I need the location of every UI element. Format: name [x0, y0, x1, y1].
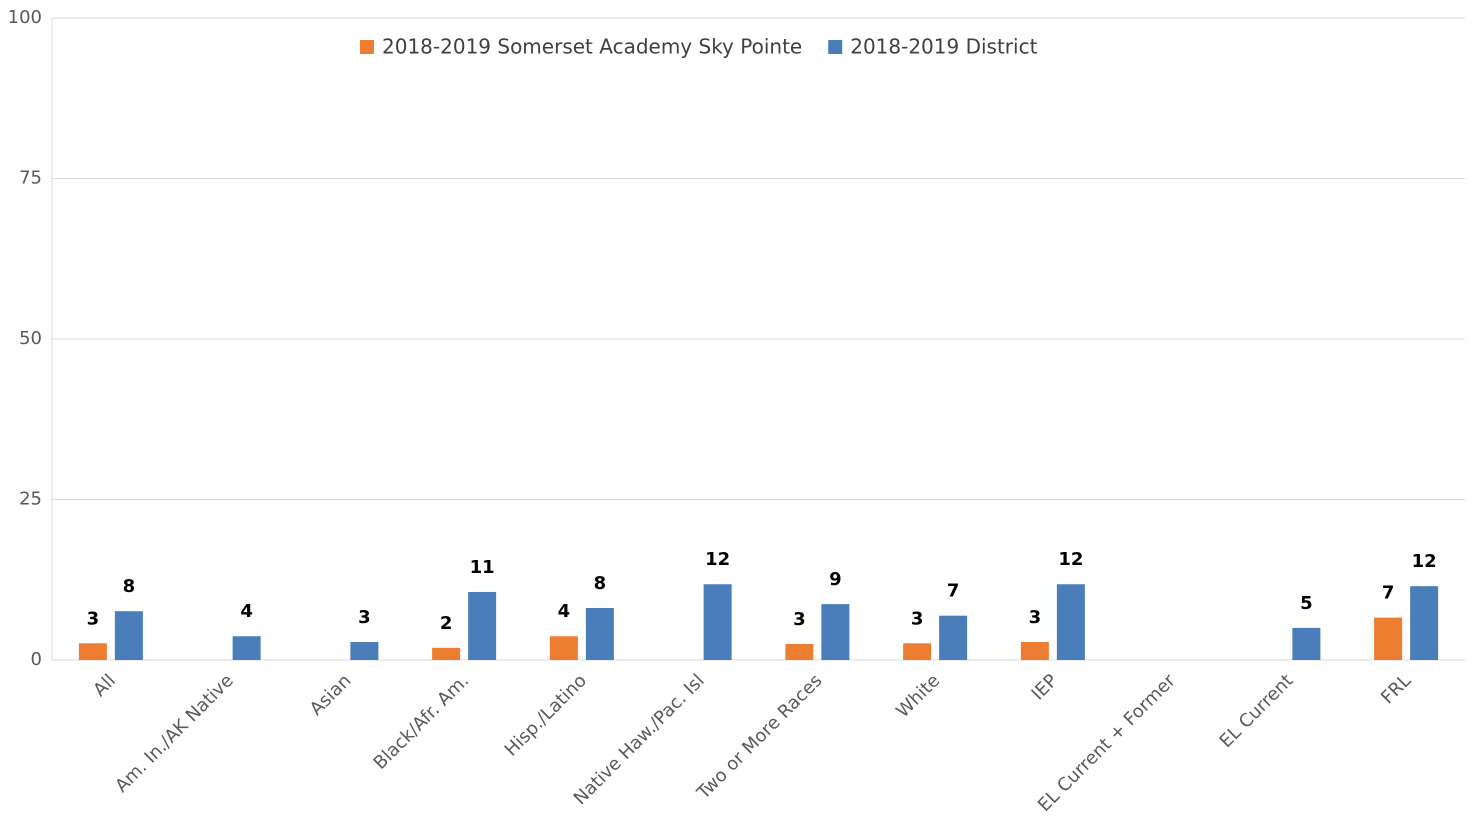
- data-label: 9: [829, 569, 842, 590]
- legend: 2018-2019 Somerset Academy Sky Pointe 201…: [360, 35, 1038, 59]
- bar: [1292, 627, 1321, 660]
- bar: [350, 642, 379, 660]
- bar: [432, 647, 461, 660]
- x-tick-label: White: [892, 670, 944, 722]
- y-tick-label: 50: [19, 328, 42, 349]
- legend-swatch: [360, 40, 374, 54]
- data-label: 3: [358, 607, 371, 628]
- bar: [903, 643, 932, 660]
- data-label: 3: [87, 608, 100, 629]
- bar: [703, 584, 732, 660]
- x-tick-label: Am. In./AK Native: [111, 670, 238, 797]
- data-label: 12: [1412, 551, 1437, 572]
- x-tick-label: FRL: [1377, 670, 1415, 708]
- data-label: 3: [793, 609, 806, 630]
- bar: [785, 643, 814, 660]
- bar: [78, 643, 107, 660]
- legend-swatch: [828, 40, 843, 54]
- data-label: 11: [470, 557, 495, 578]
- bar: [1020, 642, 1049, 660]
- data-label: 3: [911, 608, 924, 629]
- x-tick-label: All: [89, 670, 120, 701]
- data-label: 4: [240, 601, 253, 622]
- bar: [1374, 617, 1403, 660]
- x-tick-label: EL Current + Former: [1034, 670, 1180, 816]
- bar: [468, 591, 497, 660]
- data-label: 8: [594, 573, 607, 594]
- data-label: 8: [123, 576, 136, 597]
- bar: [1410, 586, 1439, 660]
- bar: [939, 615, 968, 660]
- y-tick-label: 100: [8, 7, 42, 28]
- bar: [114, 611, 143, 660]
- data-label: 12: [705, 549, 730, 570]
- x-tick-label: EL Current: [1216, 670, 1298, 752]
- y-tick-label: 25: [19, 489, 42, 510]
- x-tick-label: Black/Afr. Am.: [370, 670, 474, 774]
- bar: [549, 636, 578, 660]
- bar: [232, 636, 261, 660]
- data-label: 12: [1058, 549, 1083, 570]
- y-tick-label: 0: [31, 649, 42, 670]
- x-tick-label: IEP: [1028, 670, 1062, 704]
- x-tick-label: Native Haw./Pac. Isl: [570, 670, 709, 809]
- data-label: 7: [947, 581, 960, 602]
- bar: [821, 604, 850, 660]
- legend-label: 2018-2019 Somerset Academy Sky Pointe: [382, 35, 802, 59]
- x-tick-label: Two or More Races: [692, 670, 826, 804]
- data-label: 3: [1029, 607, 1042, 628]
- bar: [585, 607, 614, 660]
- data-label: 7: [1382, 583, 1395, 604]
- legend-label: 2018-2019 District: [850, 35, 1037, 59]
- x-tick-label: Asian: [306, 670, 356, 720]
- y-tick-label: 75: [19, 168, 42, 189]
- bar: [1056, 584, 1085, 660]
- x-tick-label: Hisp./Latino: [501, 670, 591, 760]
- data-label: 2: [440, 613, 453, 634]
- data-label: 5: [1300, 593, 1313, 614]
- data-label: 4: [558, 601, 571, 622]
